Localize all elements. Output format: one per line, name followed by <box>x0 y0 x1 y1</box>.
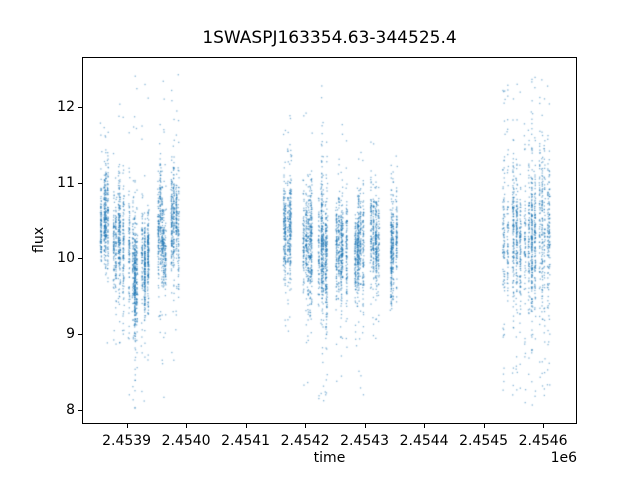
x-tick-mark <box>305 424 307 428</box>
x-tick-label: 2.4544 <box>399 433 449 449</box>
y-tick-mark <box>78 409 82 411</box>
x-axis-label: time <box>313 450 346 466</box>
x-tick-mark <box>245 424 247 428</box>
x-tick-mark <box>424 424 426 428</box>
x-tick-label: 2.4539 <box>102 433 152 449</box>
x-tick-mark <box>126 424 128 428</box>
x-tick-mark <box>186 424 188 428</box>
x-axis-offset-label: 1e6 <box>550 450 577 466</box>
x-tick-label: 2.4546 <box>518 433 568 449</box>
x-tick-label: 2.4540 <box>161 433 211 449</box>
y-tick-label: 9 <box>66 326 75 342</box>
y-tick-label: 8 <box>66 401 75 418</box>
y-axis-label: flux <box>31 227 47 253</box>
x-tick-mark <box>483 424 485 428</box>
y-tick-label: 11 <box>57 174 75 191</box>
y-tick-label: 10 <box>57 250 75 267</box>
x-tick-mark <box>364 424 366 428</box>
y-tick-label: 12 <box>57 98 75 115</box>
y-tick-mark <box>78 106 82 108</box>
chart-title: 1SWASPJ163354.63-344525.4 <box>202 28 457 48</box>
x-tick-label: 2.4545 <box>459 433 509 449</box>
y-tick-mark <box>78 182 82 184</box>
y-tick-mark <box>78 334 82 335</box>
x-tick-mark <box>543 424 545 428</box>
x-tick-label: 2.4541 <box>221 433 271 449</box>
y-tick-mark <box>78 258 82 260</box>
scatter-points-canvas <box>83 58 576 423</box>
x-tick-label: 2.4542 <box>280 433 330 449</box>
plot-area <box>82 57 577 424</box>
x-tick-label: 2.4543 <box>340 433 390 449</box>
